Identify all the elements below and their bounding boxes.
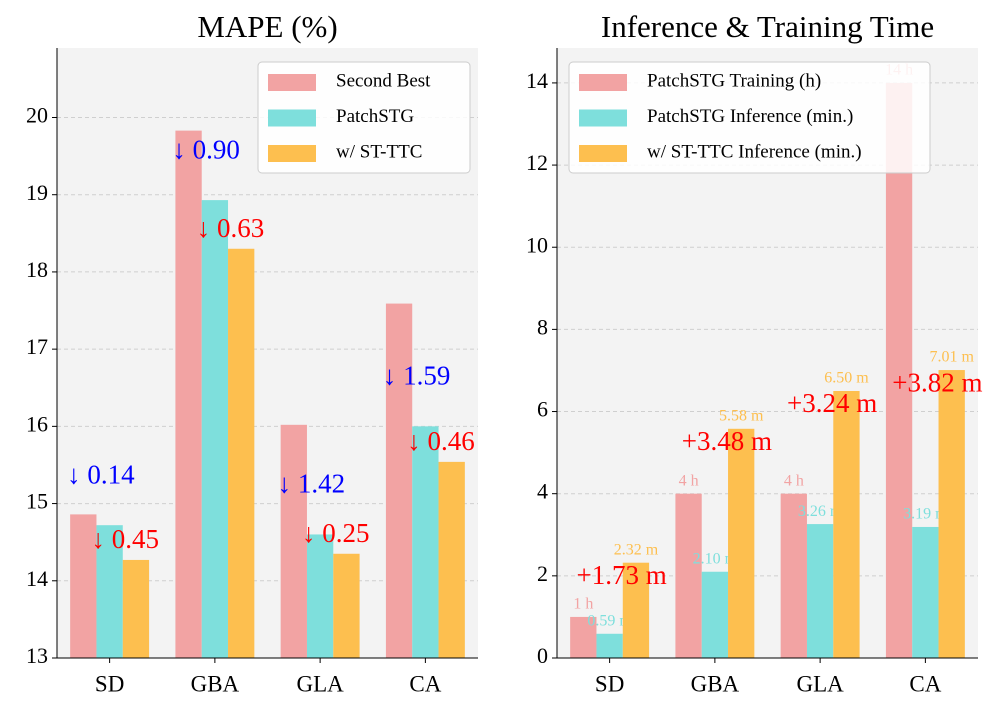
- legend-label: PatchSTG: [336, 106, 414, 127]
- legend-label: Second Best: [336, 70, 431, 91]
- y-tick-label: 0: [537, 643, 548, 668]
- x-tick-label: CA: [409, 671, 441, 696]
- legend-swatch: [579, 109, 627, 127]
- bar: [306, 534, 334, 658]
- bar: [175, 130, 202, 659]
- legend-label: w/ ST-TTC Inference (min.): [647, 141, 862, 162]
- y-tick-label: 17: [26, 334, 48, 359]
- x-tick-label: SD: [95, 671, 124, 696]
- value-label: 3.19 m: [903, 506, 948, 523]
- bar: [228, 248, 255, 658]
- legend-label: PatchSTG Inference (min.): [647, 106, 853, 127]
- bar: [622, 562, 650, 658]
- legend-box: [568, 61, 931, 174]
- chart-title: Inference & Training Time: [601, 9, 934, 44]
- y-tick-label: 16: [26, 411, 48, 436]
- annotation: ↓ 0.63: [197, 213, 265, 243]
- x-tick-label: SD: [595, 671, 624, 696]
- value-label: 5.58 m: [719, 407, 764, 424]
- y-tick-label: 20: [26, 103, 48, 128]
- value-label: 4 h: [679, 472, 699, 489]
- x-tick-label: CA: [909, 671, 941, 696]
- y-tick-label: 2: [537, 561, 548, 586]
- bar: [438, 461, 465, 658]
- value-label: 2.10 m: [693, 550, 738, 567]
- y-tick-label: 19: [26, 180, 48, 205]
- chart-title: MAPE (%): [197, 9, 337, 44]
- annotation: +3.82 m: [892, 367, 982, 397]
- bar: [912, 526, 939, 658]
- legend-swatch: [268, 109, 316, 127]
- value-label: 3.26 m: [798, 503, 843, 520]
- bar: [570, 616, 597, 658]
- annotation: +3.48 m: [682, 426, 772, 456]
- bar: [596, 633, 623, 658]
- legend-label: PatchSTG Training (h): [647, 70, 821, 91]
- y-tick-label: 13: [26, 643, 48, 668]
- x-tick-label: GBA: [191, 671, 240, 696]
- bar: [806, 524, 834, 658]
- x-tick-label: GLA: [796, 671, 844, 696]
- bar: [675, 493, 702, 658]
- y-tick-label: 12: [526, 150, 548, 175]
- bar: [780, 493, 807, 658]
- bar: [701, 571, 729, 658]
- annotation: ↓ 0.46: [407, 426, 475, 456]
- bar: [201, 200, 229, 658]
- legend-label: w/ ST-TTC: [336, 141, 422, 162]
- bar: [728, 428, 755, 658]
- legend-swatch: [268, 74, 316, 91]
- bar: [385, 303, 413, 658]
- annotation: +1.73 m: [577, 560, 667, 590]
- bar: [122, 559, 150, 658]
- bar: [96, 525, 123, 658]
- y-tick-label: 6: [537, 397, 548, 422]
- value-label: 0.59 m: [587, 612, 632, 629]
- value-label: 1 h: [573, 596, 593, 613]
- value-label: 2.32 m: [614, 541, 659, 558]
- bar: [280, 424, 307, 658]
- annotation: +3.24 m: [787, 388, 877, 418]
- value-label: 6.50 m: [824, 370, 869, 387]
- annotation: ↓ 1.42: [278, 469, 346, 499]
- legend-swatch: [579, 145, 627, 162]
- y-tick-label: 10: [526, 232, 548, 257]
- y-tick-label: 14: [526, 68, 548, 93]
- bar: [70, 514, 97, 658]
- y-tick-label: 14: [26, 566, 48, 591]
- y-tick-label: 15: [26, 489, 48, 514]
- y-tick-label: 18: [26, 257, 48, 282]
- bar: [412, 426, 439, 658]
- legend-swatch: [268, 145, 316, 162]
- bar: [938, 370, 965, 658]
- bar: [333, 553, 360, 658]
- annotation: ↓ 1.59: [383, 361, 451, 391]
- x-tick-label: GLA: [296, 671, 344, 696]
- annotation: ↓ 0.45: [91, 524, 159, 554]
- bar: [885, 82, 913, 658]
- annotation: ↓ 0.14: [67, 459, 135, 489]
- annotation: ↓ 0.25: [302, 518, 370, 548]
- value-label: 4 h: [784, 472, 804, 489]
- y-tick-label: 8: [537, 314, 548, 339]
- annotation: ↓ 0.90: [172, 134, 240, 164]
- legend-swatch: [579, 74, 627, 91]
- y-tick-label: 4: [537, 479, 548, 504]
- value-label: 7.01 m: [929, 349, 974, 366]
- bar: [833, 390, 860, 658]
- x-tick-label: GBA: [691, 671, 740, 696]
